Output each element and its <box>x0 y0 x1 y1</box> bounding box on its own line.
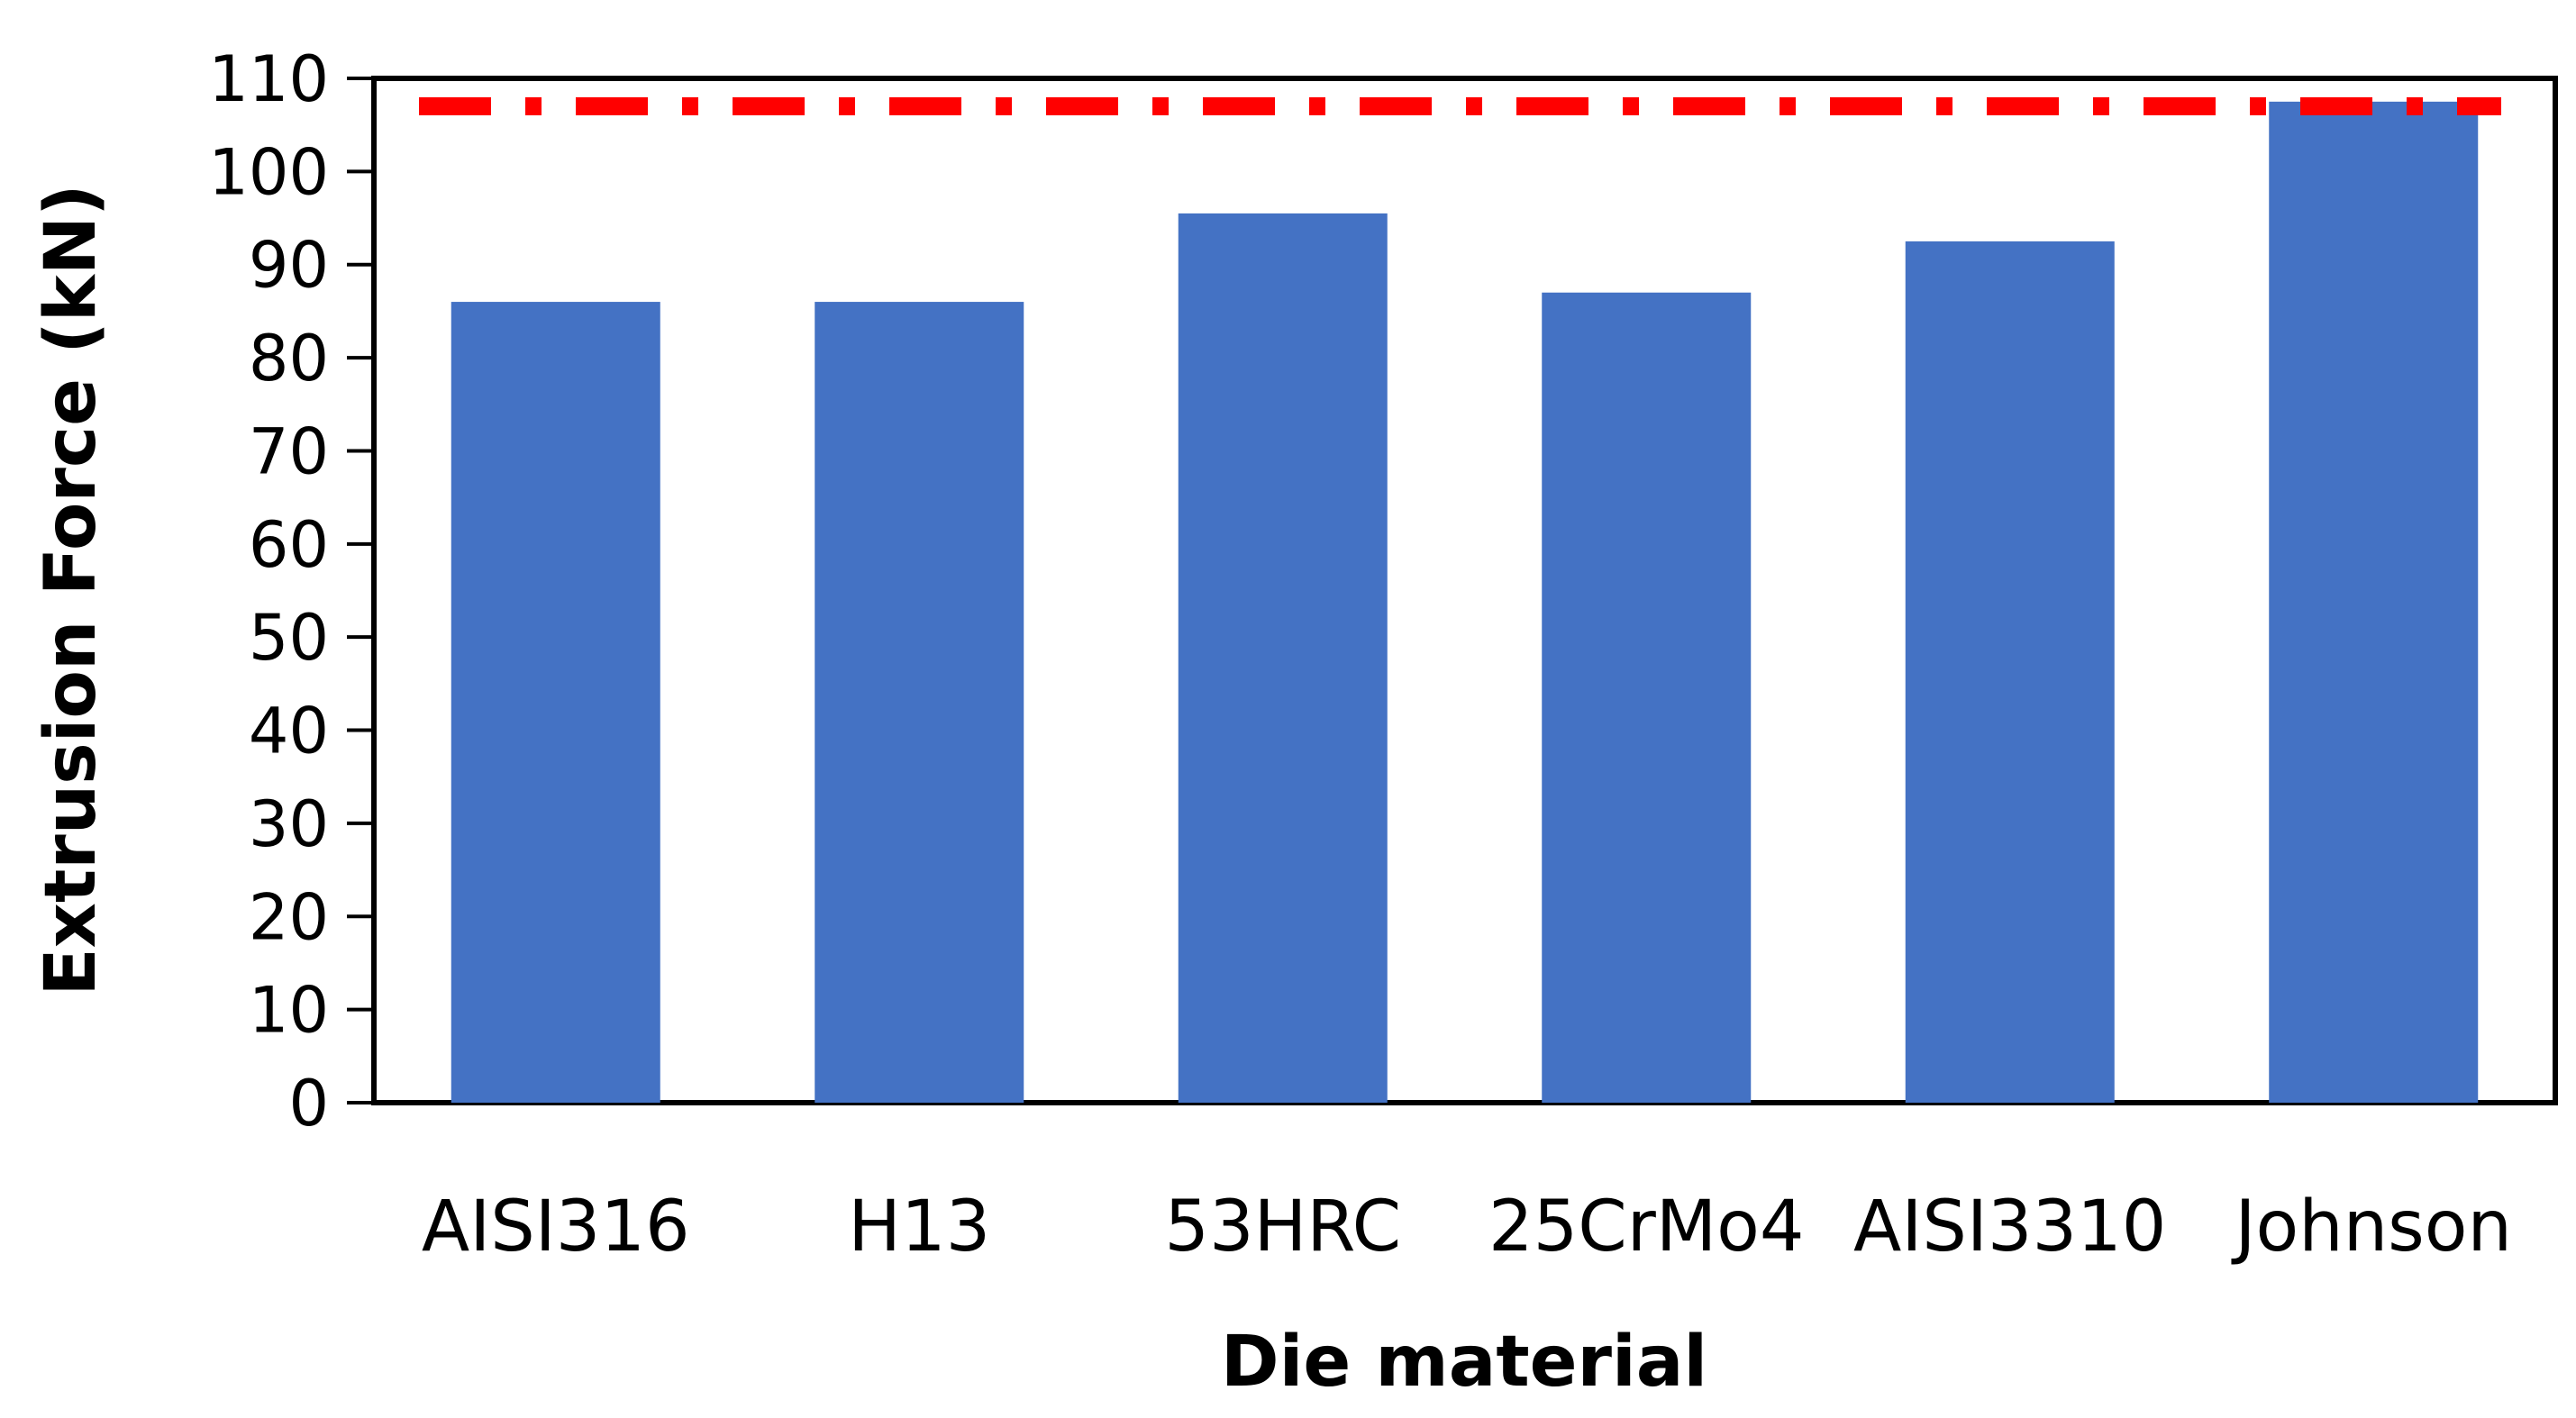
y-tick-label: 110 <box>208 42 329 116</box>
x-tick-label: H13 <box>848 1186 990 1268</box>
plot-area <box>371 76 2558 1105</box>
y-axis-title: Extrusion Force (kN) <box>31 184 112 995</box>
y-tick-label: 40 <box>249 695 329 768</box>
bar-johnson <box>2269 101 2479 1103</box>
x-tick-label: 25CrMo4 <box>1488 1186 1804 1268</box>
y-tick-label: 80 <box>249 322 329 395</box>
bar-h13 <box>815 302 1024 1103</box>
y-tick-label: 50 <box>249 601 329 675</box>
y-tick-label: 70 <box>249 414 329 488</box>
bar-aisi3310 <box>1905 241 2115 1103</box>
y-axis-ticks: 0 10 20 30 40 50 60 70 80 90 100 110 <box>208 42 374 1141</box>
y-tick-label: 10 <box>249 974 329 1048</box>
bar-aisi316 <box>451 302 660 1103</box>
bar-25crmo4 <box>1542 292 1752 1104</box>
bars <box>451 101 2479 1104</box>
y-tick-label: 0 <box>288 1067 329 1141</box>
x-tick-label: AISI3310 <box>1853 1186 2166 1268</box>
y-tick-label: 100 <box>208 135 329 209</box>
x-tick-label: AISI316 <box>422 1186 690 1268</box>
x-axis-title: Die material <box>1221 1322 1707 1403</box>
y-tick-label: 90 <box>249 229 329 303</box>
y-tick-label: 60 <box>249 508 329 582</box>
y-tick-label: 30 <box>249 787 329 861</box>
bar-53hrc <box>1178 213 1388 1104</box>
x-axis-labels: AISI316 H13 53HRC 25CrMo4 AISI3310 Johnson <box>422 1186 2512 1268</box>
y-tick-label: 20 <box>249 880 329 954</box>
x-tick-label: Johnson <box>2231 1186 2512 1268</box>
x-tick-label: 53HRC <box>1164 1186 1401 1268</box>
